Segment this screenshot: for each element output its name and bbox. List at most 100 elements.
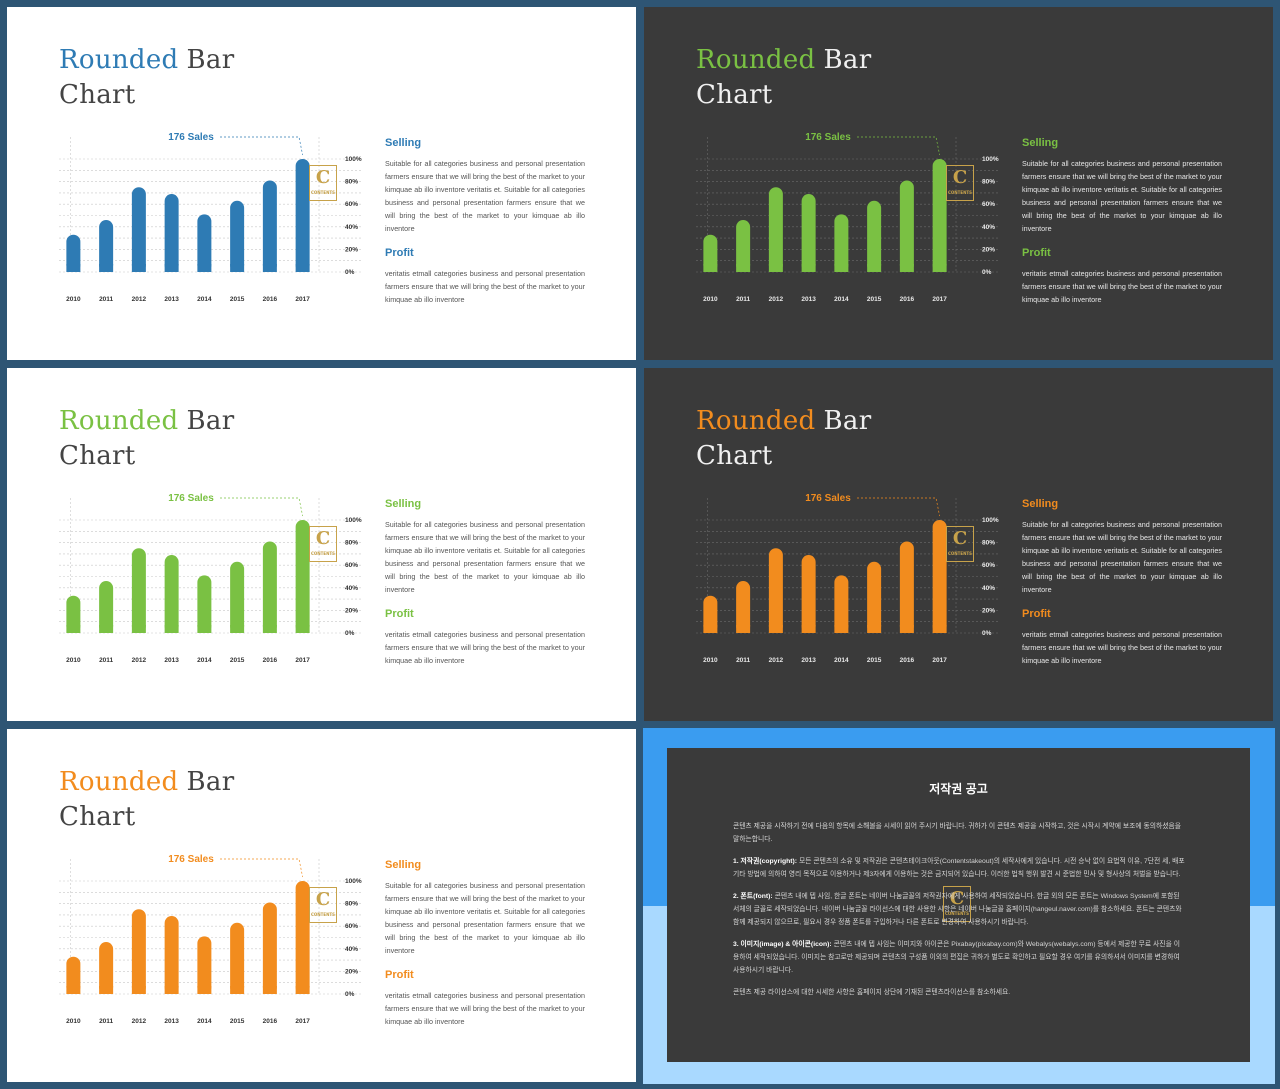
sales-annotation: 176 Sales [805,132,851,143]
bar-base [197,625,212,633]
bar [262,541,277,633]
bar [801,555,816,633]
y-tick-label: 100% [982,156,999,163]
title-word-bar: Bar [186,767,235,797]
y-tick-label: 80% [345,179,358,186]
notice-item-1: 1. 저작권(copyright): 모든 콘텐츠의 소유 및 저작권은 콘텐츠… [733,855,1185,881]
logo-caption: CONTENTS [947,551,973,556]
notice-panel: 저작권 공고 C CONTENTS 콘텐츠 제공을 시작하기 전에 다음의 항목에… [667,748,1250,1062]
profit-heading: Profit [385,608,414,620]
bar [932,159,947,272]
bar-chart: 100% 80% 60% 40% 20% 0% 2010 2011 2012 2013 2014 20… [696,132,999,303]
bar [131,187,146,272]
y-tick-label: 40% [982,224,995,231]
bar-base [801,264,816,272]
notice-item-label: 1. 저작권(copyright): [733,858,798,865]
title-word-bar: Bar [823,406,872,436]
profit-text: veritatis etmall categories business and… [1022,269,1222,304]
x-tick-label: 2011 [736,657,750,664]
annotation-leader [857,136,940,156]
bar [736,220,751,272]
x-tick-label: 2011 [99,1018,113,1025]
y-tick-label: 100% [345,878,362,885]
bar-base [736,625,751,633]
bar [230,200,245,272]
bar-base [768,264,783,272]
bar-base [262,264,277,272]
bar-base [295,264,310,272]
bar-base [131,986,146,994]
x-tick-label: 2013 [164,1018,179,1025]
bar [131,909,146,994]
contents-logo: C CONTENTS [946,526,974,562]
title-word-accent: Rounded [59,45,179,75]
x-tick-label: 2010 [66,657,81,664]
y-tick-label: 0% [982,630,992,637]
notice-item-text: 콘텐츠 내에 텝 사임는 이미지와 아이콘은 Pixabay(pixabay.c… [733,941,1180,974]
sales-annotation: 176 Sales [805,493,851,504]
profit-text: veritatis etmall categories business and… [385,269,585,304]
x-tick-label: 2014 [197,1018,212,1025]
bar-base [164,625,179,633]
selling-text: Suitable for all categories business and… [385,159,585,233]
y-tick-label: 80% [345,540,358,547]
y-tick-label: 40% [345,946,358,953]
y-tick-label: 20% [345,968,358,975]
annotation-leader [220,858,303,878]
x-tick-label: 2016 [263,657,278,664]
title-word-bar: Bar [823,45,872,75]
title-word-bar: Bar [186,406,235,436]
slide-3: Rounded Bar Chart 100% 80% 60% 40% 20% 0% 2010 2… [7,368,636,721]
selling-heading: Selling [1022,498,1059,510]
bar-chart: 100% 80% 60% 40% 20% 0% 2010 2011 2012 2013 2014 20… [59,854,362,1025]
x-tick-label: 2015 [867,296,882,303]
x-tick-label: 2015 [230,657,245,664]
x-tick-label: 2015 [230,1018,245,1025]
x-tick-label: 2013 [801,657,816,664]
x-tick-label: 2016 [263,1018,278,1025]
bar [736,581,751,633]
bar [99,581,114,633]
title-word-chart: Chart [59,80,136,110]
bar-base [230,264,245,272]
profit-heading: Profit [385,247,414,259]
y-tick-label: 0% [345,991,355,998]
bar-base [164,264,179,272]
x-tick-label: 2015 [230,296,245,303]
bar-base [66,264,81,272]
profit-text: veritatis etmall categories business and… [385,630,585,665]
y-tick-label: 60% [345,562,358,569]
x-tick-label: 2010 [66,296,81,303]
y-tick-label: 100% [345,156,362,163]
bar [899,180,914,272]
logo-letter: C [315,889,331,910]
title-word-chart: Chart [59,802,136,832]
slide-title: Rounded Bar Chart [59,43,234,113]
bar-base [703,264,718,272]
bar [164,555,179,633]
bar-base [295,625,310,633]
logo-caption: CONTENTS [310,551,336,556]
x-tick-label: 2014 [834,657,849,664]
y-tick-label: 0% [345,269,355,276]
bar [66,595,81,633]
x-tick-label: 2011 [99,296,113,303]
selling-heading: Selling [1022,137,1059,149]
notice-outro: 콘텐츠 제공 라이선스에 대한 시세한 사항은 홈페이지 상단에 기재된 콘텐츠… [733,989,1011,996]
bar-base [197,986,212,994]
y-tick-label: 20% [345,246,358,253]
bar-chart: 100% 80% 60% 40% 20% 0% 2010 2011 2012 2013 2014 20… [59,493,362,664]
profit-text: veritatis etmall categories business and… [1022,630,1222,665]
selling-text: Suitable for all categories business and… [1022,159,1222,233]
selling-text: Suitable for all categories business and… [1022,520,1222,594]
logo-letter: C [952,528,968,549]
x-tick-label: 2016 [900,296,915,303]
notice-item-label: 2. 폰트(font): [733,893,773,900]
bar-base [66,625,81,633]
bar-base [703,625,718,633]
y-tick-label: 20% [345,607,358,614]
bar-base [230,625,245,633]
x-tick-label: 2012 [132,1018,147,1025]
notice-body: 콘텐츠 제공을 시작하기 전에 다음의 항목에 소해볼을 시세이 읽어 주시기 … [733,820,1185,1008]
y-tick-label: 0% [345,630,355,637]
